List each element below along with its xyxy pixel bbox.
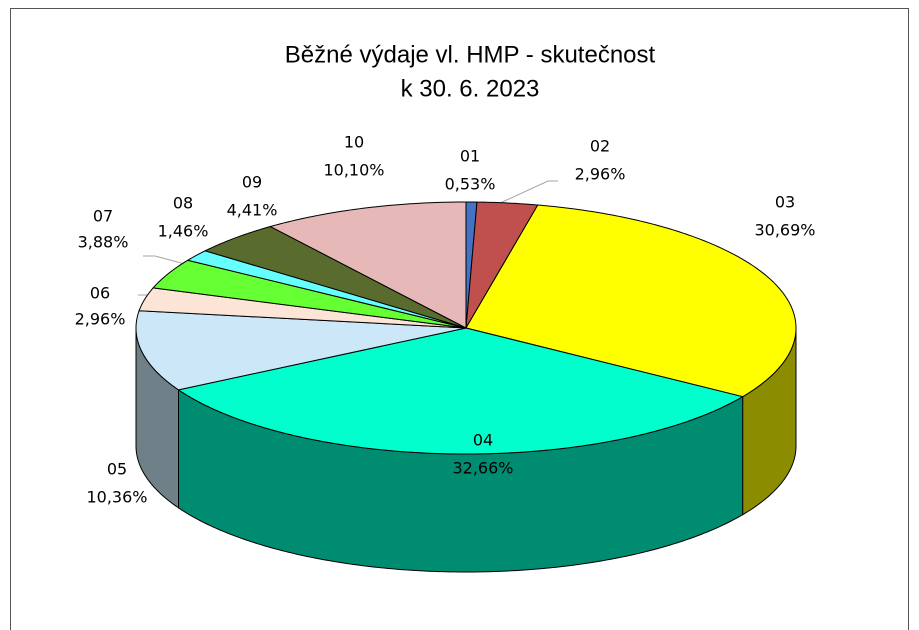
slice-value-label: 2,96% [75,310,126,329]
slice-value-label: 32,66% [452,459,513,478]
slice-category-label: 07 [93,207,113,226]
slice-category-label: 05 [107,460,127,479]
slice-category-label: 10 [344,133,364,152]
slice-category-label: 03 [775,193,795,212]
slice-value-label: 3,88% [78,233,129,252]
chart-title: k 30. 6. 2023 [401,75,540,102]
slice [177,327,744,455]
leader-line [497,180,558,205]
slice [135,310,467,391]
slice [152,259,467,329]
slice [186,250,467,329]
slice [269,201,467,329]
slice-value-label: 2,96% [575,165,626,184]
slice-value-label: 1,46% [158,222,209,241]
slice-category-label: 01 [460,147,480,166]
slice-value-label: 4,41% [227,201,278,220]
slice-category-label: 06 [90,284,110,303]
slice-category-label: 09 [242,173,262,192]
slice [203,225,467,329]
slice-category-label: 08 [173,194,193,213]
slice [465,204,797,398]
slice-value-label: 10,10% [323,161,384,180]
slice-category-label: 02 [590,137,610,156]
slice-value-label: 0,53% [445,175,496,194]
chart-title: Běžné výdaje vl. HMP - skutečnost [285,41,656,68]
slice-value-label: 30,69% [754,221,815,240]
slice-category-label: 04 [473,431,493,450]
slice-value-label: 10,36% [86,488,147,507]
